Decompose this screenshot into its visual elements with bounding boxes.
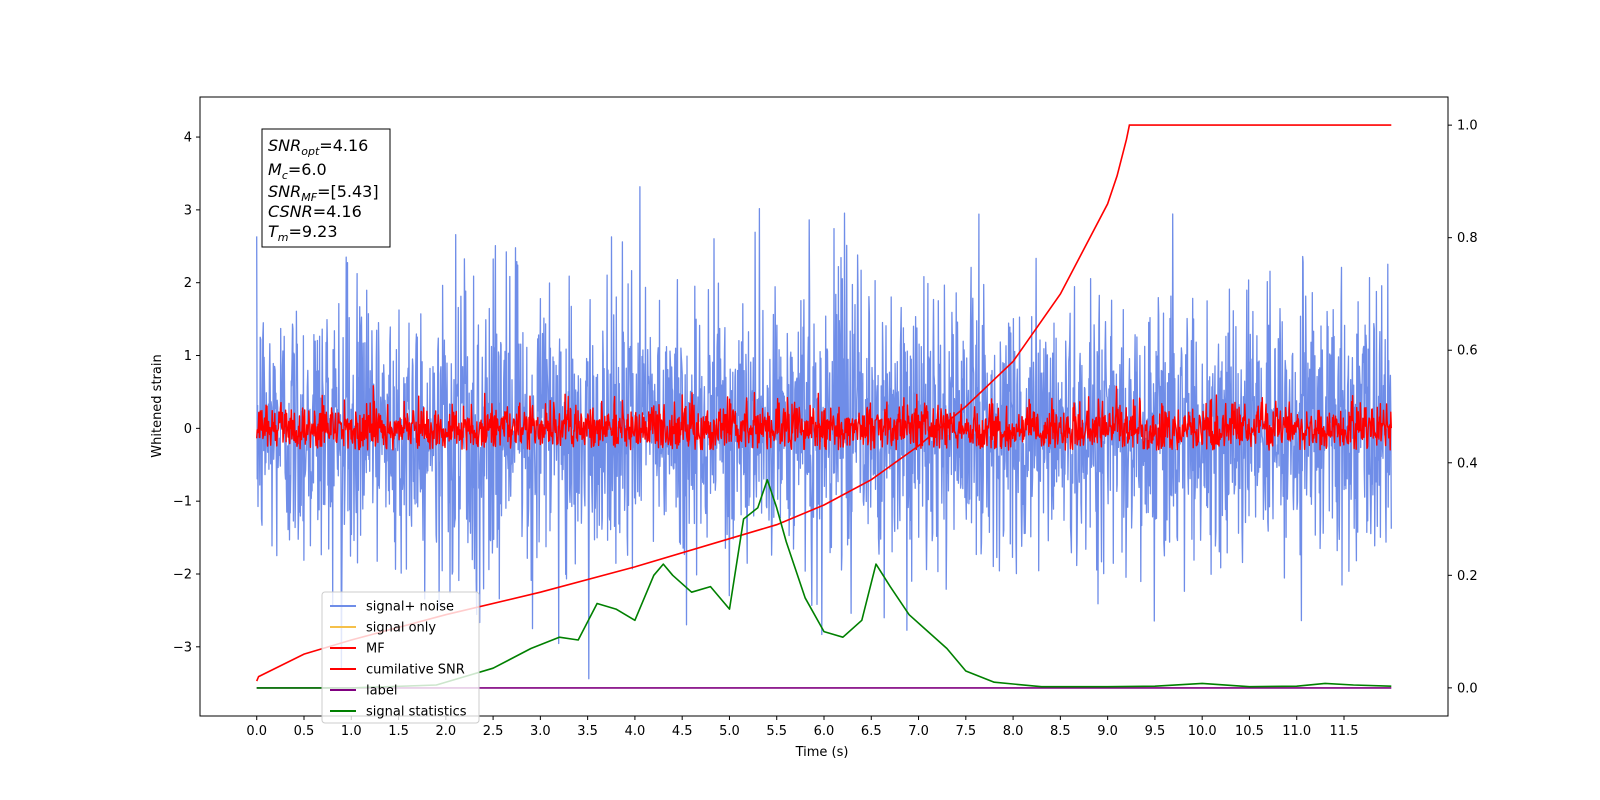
info-box: SNRopt=4.16 Mc=6.0 SNRMF=[5.43] CSNR=4.1… (261, 128, 391, 248)
x-tick-label: 7.0 (908, 724, 929, 739)
y2-tick-label: 0.8 (1457, 231, 1478, 246)
x-tick-label: 8.5 (1050, 724, 1071, 739)
y2-tick-label: 0.6 (1457, 344, 1478, 359)
legend-entry: MF (366, 642, 385, 657)
info-tm: Tm=9.23 (268, 222, 338, 244)
x-tick-label: 0.0 (246, 724, 267, 739)
info-snr-opt: SNRopt=4.16 (268, 136, 368, 158)
x-tick-label: 0.5 (294, 724, 315, 739)
mf-series (256, 385, 1392, 451)
legend-entry: cumilative SNR (366, 663, 465, 678)
y-axis-label: Whitened strain (150, 354, 165, 457)
x-axis-label: Time (s) (795, 745, 849, 760)
info-mc: Mc=6.0 (268, 160, 327, 182)
legend: signal+ noise signal only MF cumilative SNR… (321, 591, 480, 724)
x-tick-label: 6.5 (861, 724, 882, 739)
legend-entry: label (366, 684, 397, 699)
y-tick-label: 2 (184, 276, 192, 291)
x-tick-label: 1.0 (341, 724, 362, 739)
x-tick-label: 1.5 (388, 724, 409, 739)
x-tick-label: 9.0 (1097, 724, 1118, 739)
x-tick-label: 4.5 (672, 724, 693, 739)
x-tick-label: 7.5 (955, 724, 976, 739)
x-tick-label: 10.0 (1188, 724, 1217, 739)
mf-line (256, 385, 1392, 451)
y-tick-label: 4 (184, 131, 192, 146)
x-tick-label: 5.0 (719, 724, 740, 739)
x-tick-label: 8.0 (1003, 724, 1024, 739)
x-tick-label: 4.0 (625, 724, 646, 739)
x-tick-label: 11.5 (1330, 724, 1359, 739)
signal-statistics-series (256, 478, 1392, 689)
x-tick-label: 3.5 (577, 724, 598, 739)
info-csnr: CSNR=4.16 (268, 202, 362, 221)
x-tick-label: 3.0 (530, 724, 551, 739)
x-axis-ticks: 0.0 0.5 1.0 1.5 2.0 2.5 3.0 3.5 4.0 4.5 5.0 5.5 6.0 6… (246, 716, 1358, 739)
y-tick-label: 1 (184, 349, 192, 364)
x-tick-label: 2.5 (483, 724, 504, 739)
y-axis-ticks: 4 3 2 1 0 −1 −2 −3 (173, 131, 200, 655)
legend-entry: signal statistics (366, 705, 467, 720)
x-tick-label: 11.0 (1282, 724, 1311, 739)
signal-statistics-line (256, 478, 1392, 689)
x-tick-label: 2.0 (435, 724, 456, 739)
y2-tick-label: 0.4 (1457, 456, 1478, 471)
x-tick-label: 6.0 (814, 724, 835, 739)
y-tick-label: 3 (184, 203, 192, 218)
x-tick-label: 5.5 (766, 724, 787, 739)
x-tick-label: 9.5 (1145, 724, 1166, 739)
y2-tick-label: 0.2 (1457, 569, 1478, 584)
x-tick-label: 10.5 (1235, 724, 1264, 739)
y2-tick-label: 0.0 (1457, 681, 1478, 696)
y-tick-label: −2 (173, 567, 192, 582)
y-tick-label: −1 (173, 495, 192, 510)
legend-entry: signal only (366, 621, 436, 636)
y2-tick-label: 1.0 (1457, 119, 1478, 134)
y-tick-label: 0 (184, 422, 192, 437)
y2-axis-ticks: 1.0 0.8 0.6 0.4 0.2 0.0 (1448, 119, 1478, 696)
info-snr-mf: SNRMF=[5.43] (268, 182, 379, 204)
y-tick-label: −3 (173, 640, 192, 655)
legend-entry: signal+ noise (366, 600, 454, 615)
